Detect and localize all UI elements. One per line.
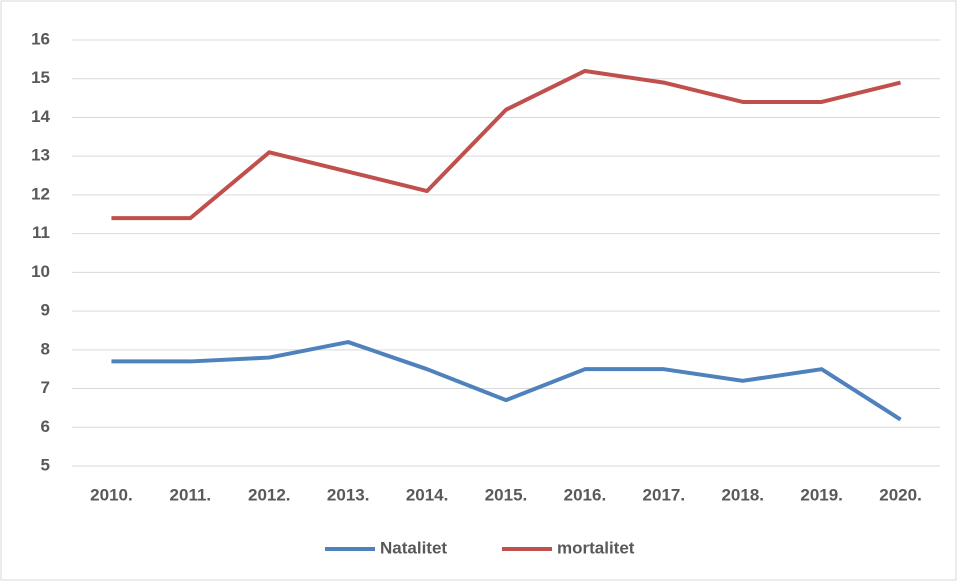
x-tick-label: 2012.: [248, 485, 291, 504]
y-tick-label: 13: [31, 146, 50, 165]
data-line: [111, 68, 902, 221]
x-tick-label: 2018.: [721, 485, 764, 504]
data-line: [111, 340, 902, 422]
x-tick-label: 2011.: [170, 485, 212, 504]
legend-label: Natalitet: [380, 538, 447, 557]
x-tick-label: 2015.: [485, 485, 528, 504]
x-tick-label: 2010.: [90, 485, 133, 504]
y-tick-label: 8: [41, 339, 50, 358]
y-tick-label: 10: [31, 262, 50, 281]
legend-label: mortalitet: [557, 538, 635, 557]
x-tick-label: 2013.: [327, 485, 370, 504]
x-tick-label: 2014.: [406, 485, 449, 504]
y-tick-label: 11: [32, 223, 50, 242]
x-tick-label: 2019.: [800, 485, 843, 504]
y-tick-label: 9: [41, 301, 50, 320]
y-tick-label: 15: [31, 68, 50, 87]
y-tick-label: 6: [41, 417, 50, 436]
y-tick-label: 5: [41, 455, 50, 474]
x-tick-label: 2017.: [643, 485, 686, 504]
y-tick-label: 16: [31, 29, 50, 48]
y-tick-label: 14: [31, 107, 50, 126]
x-tick-label: 2016.: [564, 485, 607, 504]
y-tick-label: 12: [31, 184, 50, 203]
y-tick-label: 7: [41, 378, 50, 397]
x-tick-label: 2020.: [879, 485, 922, 504]
